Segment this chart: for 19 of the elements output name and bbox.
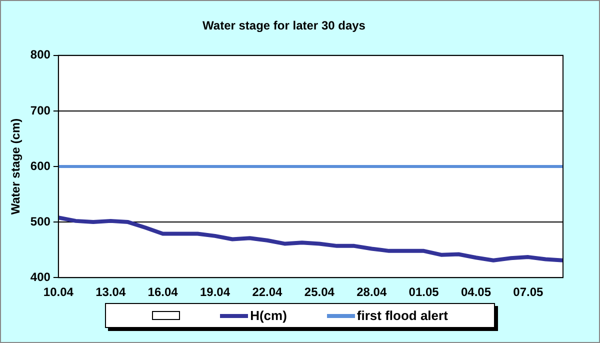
chart-title: Water stage for later 30 days xyxy=(202,18,366,33)
y-tick-label: 500 xyxy=(30,214,51,228)
x-tick-label: 07.05 xyxy=(513,285,544,300)
x-tick-label: 19.04 xyxy=(200,285,230,300)
x-tick-label: 10.04 xyxy=(43,285,74,300)
x-tick-label: 25.04 xyxy=(304,285,335,300)
y-tick-label: 700 xyxy=(30,103,51,118)
x-tick-label: 22.04 xyxy=(252,285,283,300)
x-tick-label: 16.04 xyxy=(148,285,178,300)
y-tick-label: 400 xyxy=(30,270,51,284)
y-axis-title: Water stage (cm) xyxy=(8,118,23,215)
x-tick-label: 13.04 xyxy=(96,285,126,300)
x-tick-label: 28.04 xyxy=(356,285,387,300)
y-tick-label: 800 xyxy=(30,48,51,62)
y-tick-label: 600 xyxy=(30,158,51,173)
x-tick-label: 01.05 xyxy=(408,285,440,300)
legend-label: first flood alert xyxy=(356,308,448,323)
x-tick-label: 04.05 xyxy=(460,285,492,300)
legend-label: H(cm) xyxy=(250,308,287,323)
